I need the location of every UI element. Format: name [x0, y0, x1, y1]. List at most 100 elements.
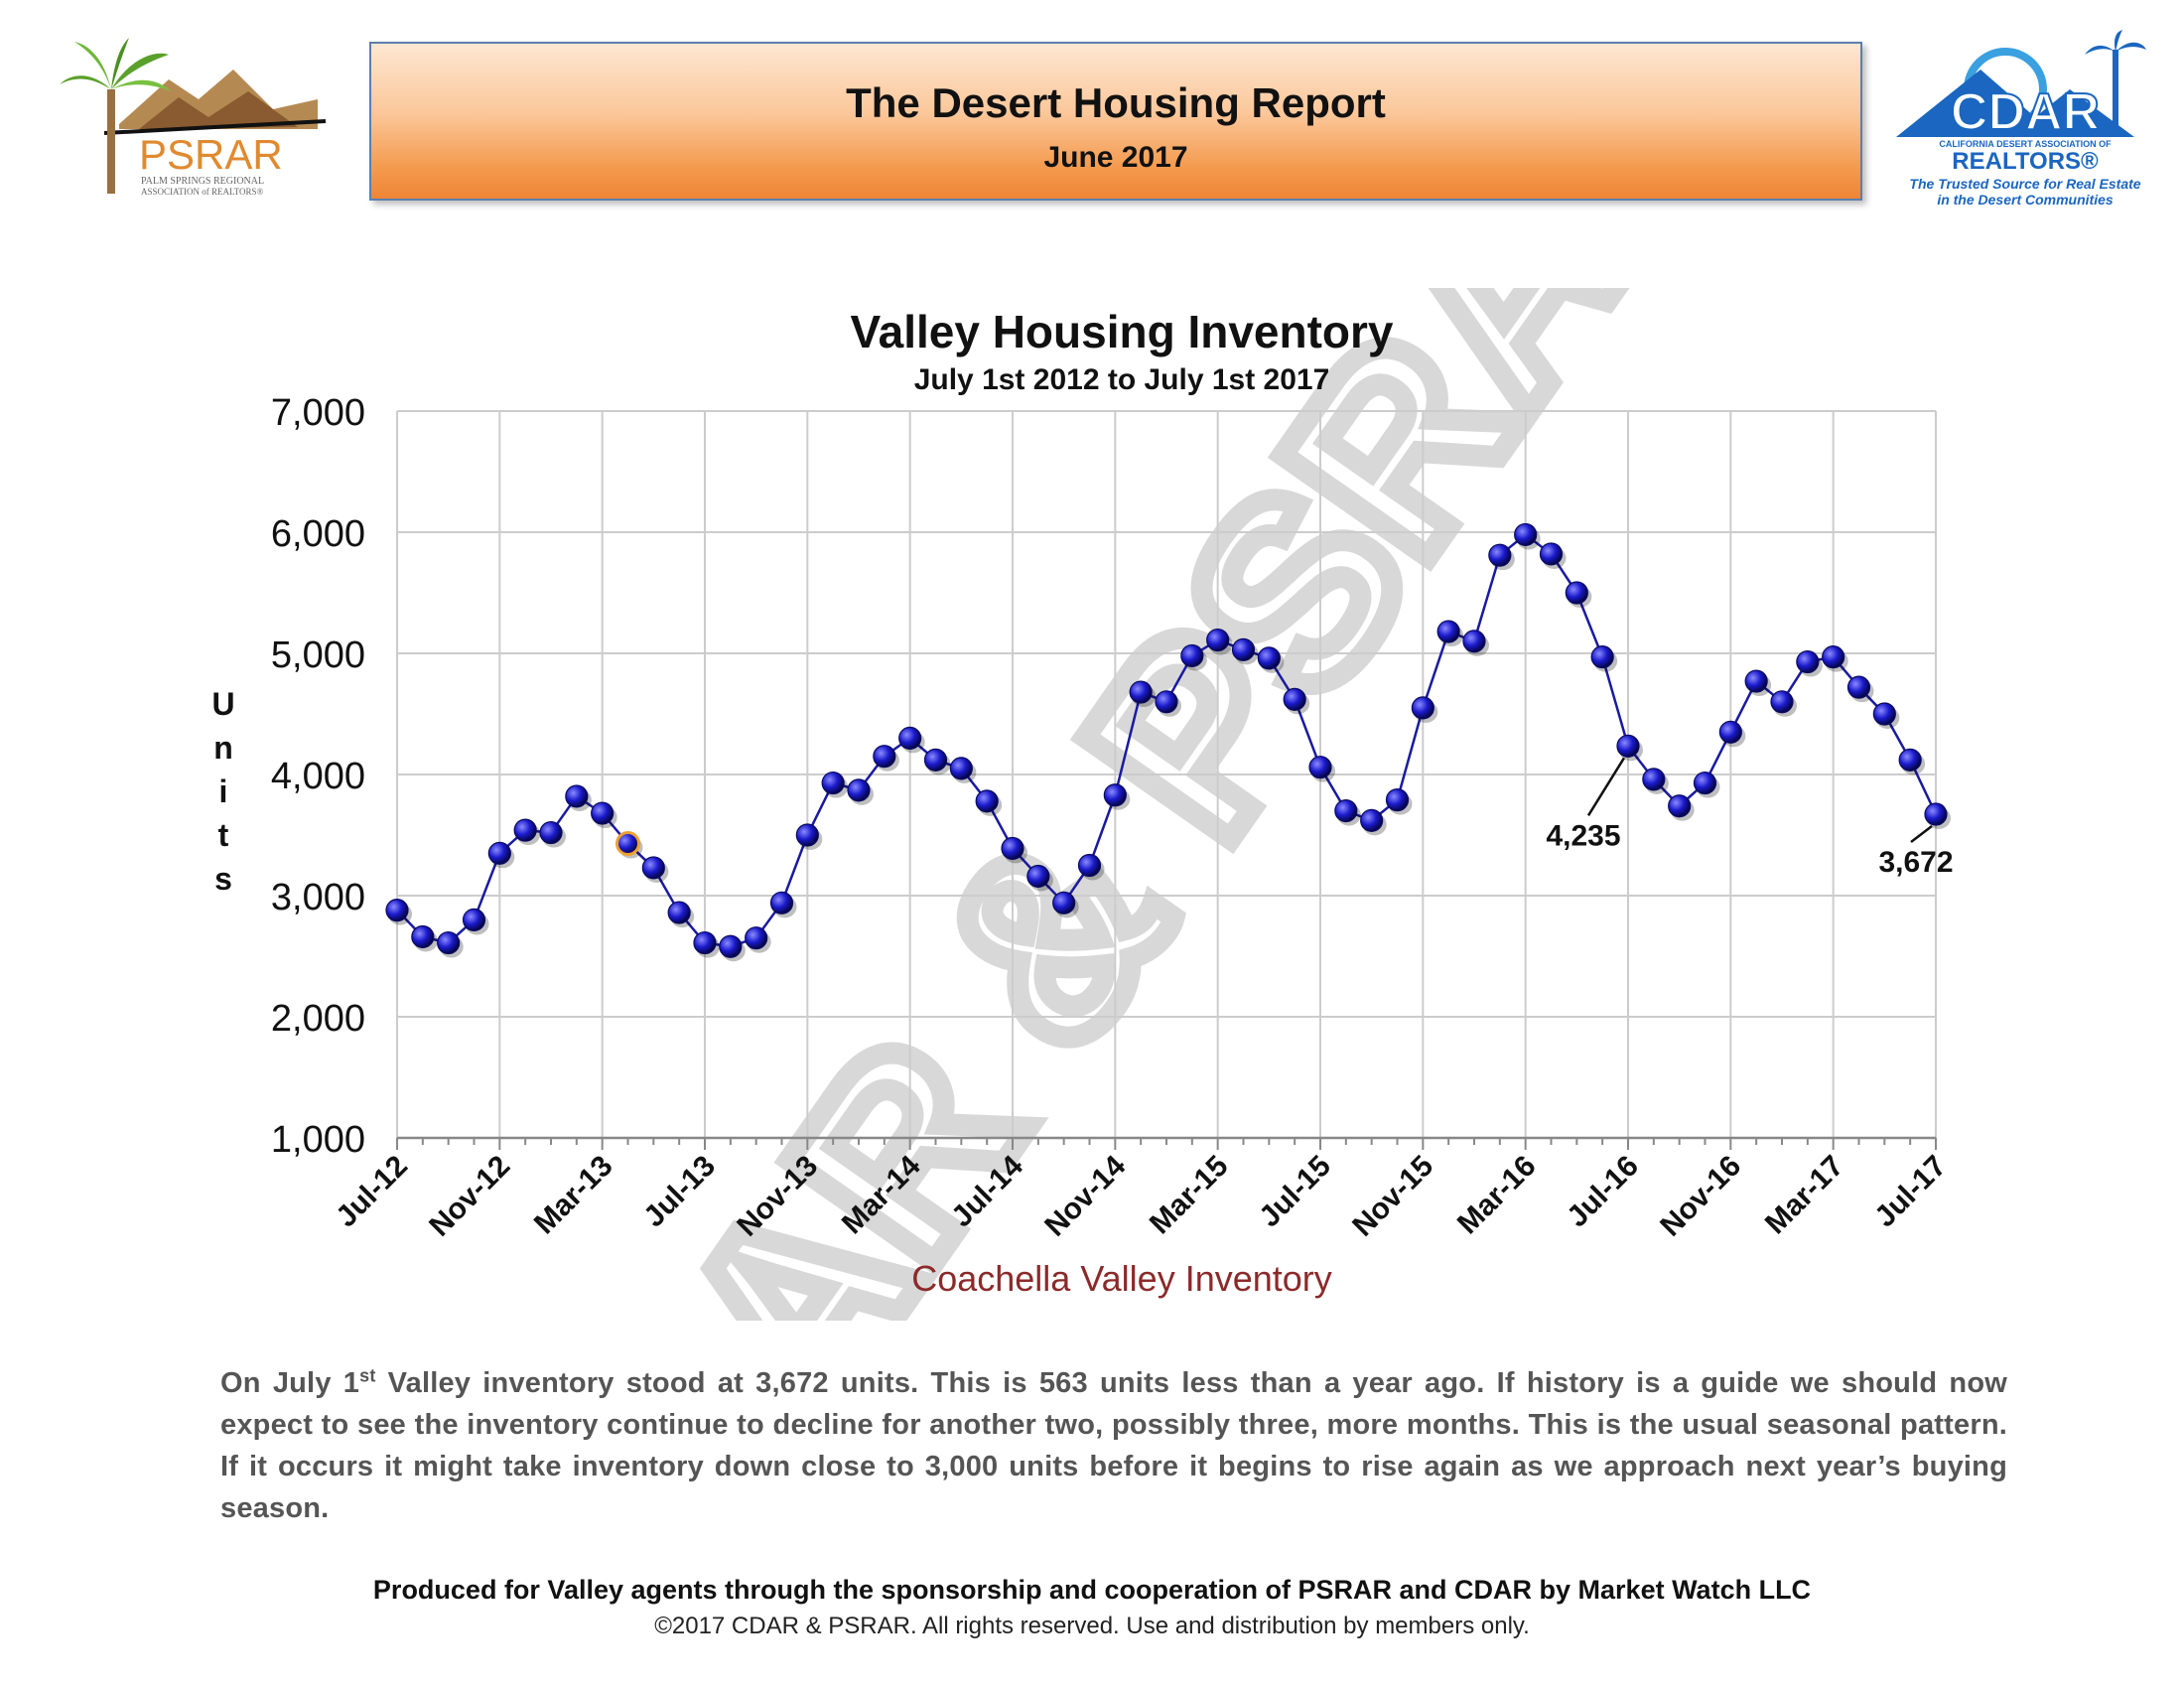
data-point: [719, 934, 743, 958]
data-point: [667, 901, 691, 924]
x-tick-label: Mar-17: [1759, 1150, 1850, 1241]
data-point: [437, 930, 461, 955]
y-axis-label-letter: i: [219, 774, 228, 809]
data-point: [1668, 794, 1692, 818]
y-tick-label: 2,000: [271, 998, 365, 1040]
y-axis-label-letter: n: [213, 730, 233, 766]
data-point: [1718, 720, 1742, 744]
x-tick-label: Mar-16: [1451, 1150, 1543, 1241]
y-axis-label-letter: t: [218, 817, 229, 853]
data-point: [1846, 675, 1871, 699]
data-point: [745, 926, 768, 950]
sponsor-credit: Produced for Valley agents through the s…: [372, 1575, 1812, 1605]
data-point: [1231, 637, 1256, 661]
data-point: [1462, 630, 1486, 653]
data-point: [1129, 680, 1153, 704]
data-point: [1693, 771, 1717, 795]
x-tick-label: Jul-16: [1561, 1150, 1645, 1234]
x-tick-label: Jul-12: [330, 1150, 414, 1234]
data-point: [1052, 891, 1076, 914]
y-tick-label: 1,000: [271, 1119, 365, 1161]
data-point: [693, 930, 717, 955]
data-point: [1539, 542, 1564, 566]
svg-text:CALIFORNIA DESERT ASSOCIATION: CALIFORNIA DESERT ASSOCIATION OF: [1939, 139, 2112, 149]
data-point: [1103, 783, 1127, 807]
x-tick-label: Nov-15: [1346, 1150, 1439, 1243]
inventory-line-chart: CDAR & PSRAR Valley Housing Inventory Ju…: [211, 288, 1953, 1321]
data-point: [847, 778, 871, 802]
data-point: [949, 757, 973, 780]
x-tick-label: Nov-12: [423, 1150, 516, 1243]
x-tick-label: Nov-16: [1654, 1150, 1747, 1243]
data-point: [1744, 669, 1768, 693]
x-axis-label: Coachella Valley Inventory: [911, 1258, 1332, 1299]
data-point: [1898, 748, 1922, 772]
svg-text:in the Desert Communities: in the Desert Communities: [1937, 192, 2114, 208]
annotation-leader: [1586, 757, 1626, 816]
svg-text:The Trusted Source for Real Es: The Trusted Source for Real Estate: [1909, 176, 2140, 192]
y-tick-label: 6,000: [271, 513, 365, 555]
y-axis-label-letter: U: [211, 686, 234, 722]
data-point: [462, 908, 486, 932]
data-point: [1436, 620, 1460, 643]
data-point: [1872, 702, 1896, 726]
cdar-name: CDAR: [1951, 83, 2100, 141]
report-title: The Desert Housing Report: [846, 79, 1386, 126]
data-point: [769, 891, 794, 914]
data-point: [1514, 522, 1538, 547]
data-point: [1565, 581, 1588, 605]
data-point: [923, 748, 948, 772]
data-point: [1385, 788, 1410, 812]
cdar-logo: CDAR CALIFORNIA DESERT ASSOCIATION OF RE…: [1886, 30, 2164, 218]
data-point: [1077, 853, 1102, 878]
x-tick-label: Jul-15: [1253, 1150, 1337, 1234]
report-header: The Desert Housing Report June 2017: [369, 42, 1862, 201]
data-point: [1180, 643, 1204, 668]
data-point: [975, 789, 999, 813]
data-point: [1770, 690, 1794, 714]
copyright-notice: ©2017 CDAR & PSRAR. All rights reserved.…: [654, 1613, 1530, 1639]
data-point: [873, 745, 896, 769]
summary-paragraph: On July 1st Valley inventory stood at 3,…: [220, 1365, 2007, 1524]
data-point: [565, 784, 589, 808]
y-tick-label: 7,000: [271, 392, 365, 434]
svg-text:PALM SPRINGS REGIONAL: PALM SPRINGS REGIONAL: [141, 176, 264, 187]
data-point: [385, 899, 409, 922]
data-point: [539, 820, 563, 845]
data-point: [513, 818, 537, 842]
chart-subtitle: July 1st 2012 to July 1st 2017: [914, 363, 1330, 396]
psrar-logo: PSRAR PALM SPRINGS REGIONAL ASSOCIATION …: [60, 30, 338, 199]
data-point: [1411, 696, 1434, 720]
data-point: [487, 841, 511, 865]
gridlines: [396, 410, 1937, 1139]
data-point: [795, 823, 819, 847]
x-tick-label: Mar-13: [528, 1150, 619, 1241]
y-tick-label: 5,000: [271, 634, 365, 676]
data-point: [1308, 756, 1332, 779]
data-point: [1616, 734, 1640, 758]
data-point: [1155, 690, 1178, 714]
data-point: [1822, 645, 1845, 669]
annotation-label: 4,235: [1546, 819, 1620, 852]
data-point: [1001, 836, 1024, 861]
annotation-label: 3,672: [1878, 846, 1953, 879]
data-point: [1360, 808, 1384, 832]
report-date: June 2017: [1043, 141, 1188, 174]
data-point: [1257, 646, 1281, 670]
data-point: [1642, 768, 1666, 791]
data-point: [591, 801, 614, 825]
data-point: [1283, 687, 1306, 711]
data-point: [821, 771, 845, 795]
svg-text:ASSOCIATION of REALTORS®: ASSOCIATION of REALTORS®: [141, 187, 264, 197]
x-tick-label: Mar-15: [1144, 1150, 1235, 1241]
data-point: [641, 856, 665, 880]
data-point: [1590, 645, 1614, 669]
y-tick-label: 3,000: [271, 877, 365, 918]
y-tick-label: 4,000: [271, 756, 365, 797]
data-point: [1206, 628, 1230, 652]
annotation-leader: [1910, 825, 1933, 844]
svg-text:REALTORS®: REALTORS®: [1952, 148, 2099, 175]
data-point: [1026, 864, 1050, 889]
data-point: [411, 924, 435, 949]
